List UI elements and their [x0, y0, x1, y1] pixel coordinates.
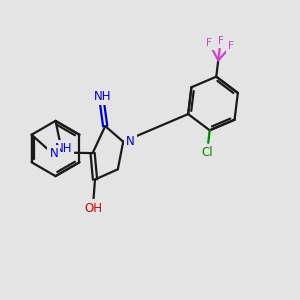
- Text: N: N: [126, 135, 135, 148]
- Text: F: F: [218, 36, 224, 46]
- Text: OH: OH: [85, 202, 103, 214]
- Text: N: N: [50, 147, 58, 160]
- Text: NH: NH: [94, 90, 111, 103]
- Text: F: F: [206, 38, 212, 48]
- Text: Cl: Cl: [201, 146, 213, 159]
- Text: F: F: [228, 41, 234, 51]
- Text: NH: NH: [55, 142, 72, 155]
